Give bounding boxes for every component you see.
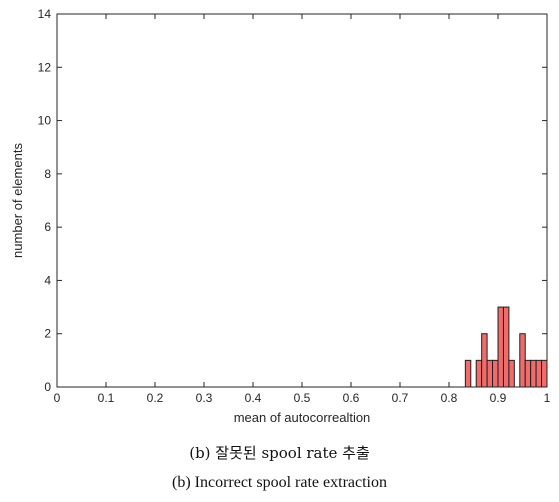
histogram-bar-5 [497, 306, 504, 388]
histogram-chart: 0 0.1 0.2 0.3 0.4 0.5 0.6 0.7 0.8 0.9 1 0 2 4 6 8 10 12 1… [10, 7, 551, 425]
y-axis-label: number of elements [10, 143, 25, 258]
plot-area [56, 13, 548, 388]
x-axis-label: mean of autocorrealtion [234, 410, 371, 425]
x-axis-ticks: 0 0.1 0.2 0.3 0.4 0.5 0.6 0.7 0.8 0.9 1 [54, 14, 551, 405]
histogram-bar-12 [541, 359, 548, 388]
x-tick-label: 0.2 [147, 391, 164, 405]
y-tick-label: 14 [38, 7, 52, 21]
histogram-bars [464, 306, 548, 388]
x-tick-label: 0.9 [490, 391, 507, 405]
histogram-bar-11 [535, 359, 543, 388]
histogram-bar-0 [464, 359, 472, 388]
x-tick-label: 0.5 [294, 391, 311, 405]
histogram-bar-1 [475, 359, 483, 388]
x-tick-label: 0.1 [98, 391, 115, 405]
histogram-bar-2 [481, 333, 488, 388]
histogram-bar-7 [508, 359, 515, 388]
histogram-bar-8 [519, 333, 526, 388]
histogram-bar-9 [524, 359, 532, 388]
caption-korean: (b) 잘못된 spool rate 추출 [189, 444, 370, 462]
x-tick-label: 1 [544, 391, 551, 405]
y-tick-label: 2 [44, 327, 51, 341]
histogram-bar-6 [502, 306, 510, 388]
x-tick-label: 0 [54, 391, 61, 405]
x-tick-label: 0.8 [441, 391, 458, 405]
x-tick-label: 0.6 [343, 391, 360, 405]
caption-english: (b) Incorrect spool rate extraction [171, 474, 387, 491]
y-tick-label: 4 [44, 273, 51, 287]
y-axis-ticks: 0 2 4 6 8 10 12 14 [38, 7, 547, 394]
x-tick-label: 0.3 [196, 391, 213, 405]
x-tick-label: 0.7 [392, 391, 409, 405]
histogram-bar-3 [486, 359, 494, 388]
y-tick-label: 8 [44, 167, 51, 181]
histogram-bar-4 [492, 359, 499, 388]
y-tick-label: 10 [38, 114, 52, 128]
y-tick-label: 0 [44, 380, 51, 394]
x-tick-label: 0.4 [245, 391, 262, 405]
y-tick-label: 6 [44, 220, 51, 234]
y-tick-label: 12 [38, 60, 52, 74]
histogram-bar-10 [530, 359, 537, 388]
